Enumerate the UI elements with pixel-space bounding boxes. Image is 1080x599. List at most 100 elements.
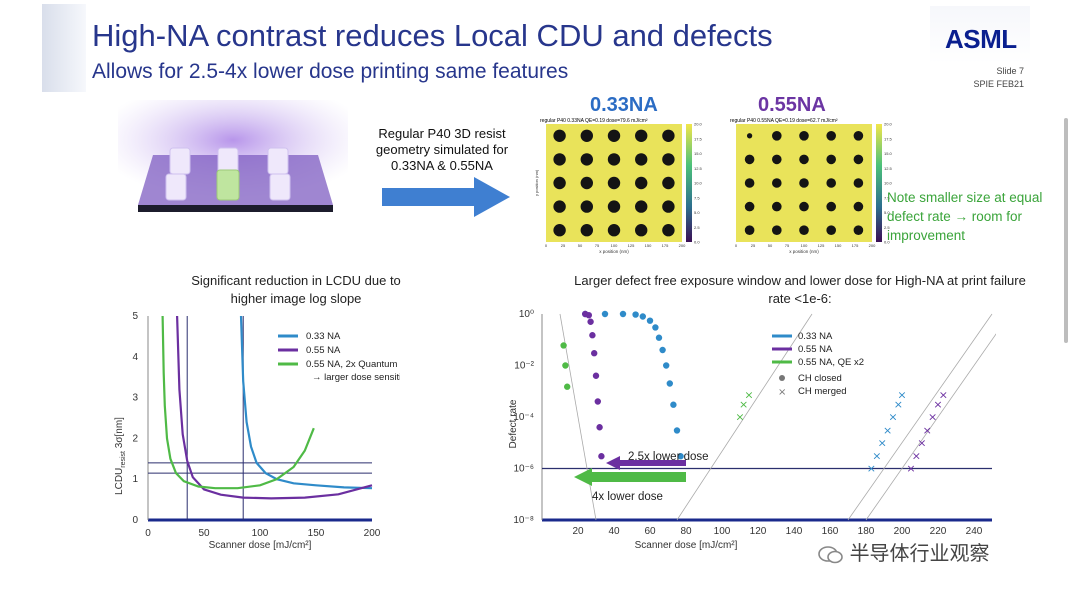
defect-point-closed	[666, 380, 673, 387]
contact-hole	[826, 154, 836, 165]
lcdu-x-tick: 200	[364, 528, 381, 539]
contact-hole	[607, 153, 621, 166]
legend-033: 0.33 NA	[798, 331, 833, 342]
heatmap-x-tick: 100	[801, 243, 808, 248]
defect-x-tick: 220	[930, 526, 947, 537]
defect-x-tick: 240	[966, 526, 983, 537]
defect-point-merged: ×	[939, 389, 948, 402]
contact-hole	[662, 200, 675, 213]
contact-hole	[853, 225, 864, 235]
guide-line	[559, 313, 597, 521]
defect-point-closed	[619, 310, 627, 318]
lcdu-y-tick: 5	[132, 311, 138, 322]
defect-point-merged: ×	[744, 389, 753, 402]
colorbar-tick: 20.0	[884, 122, 892, 127]
legend-055: 0.55 NA	[306, 345, 341, 356]
contact-hole	[746, 133, 753, 139]
defect-point-merged: ×	[928, 411, 937, 424]
heatmap-x-tick: 100	[611, 243, 618, 248]
heatmap-x-tick: 0	[545, 243, 548, 248]
contact-hole	[662, 176, 675, 190]
contact-hole	[580, 224, 593, 237]
lcdu-series-line	[239, 315, 373, 490]
defect-legend: 0.33 NA 0.55 NA 0.55 NA, QE x2 CH closed…	[772, 331, 864, 398]
colorbar-tick: 0.0	[694, 240, 700, 245]
contact-hole	[662, 224, 675, 237]
defect-point-closed	[601, 310, 609, 318]
lcdu-xlabel: Scanner dose [mJ/cm²]	[209, 540, 312, 551]
contact-hole	[826, 131, 836, 141]
defect-y-tick: 10⁻²	[514, 361, 534, 372]
defect-point-closed	[587, 318, 594, 325]
guide-line	[847, 313, 993, 521]
defect-point-merged: ×	[735, 411, 744, 424]
contact-hole	[744, 154, 755, 165]
heatmap-055-title: regular P40 0.55NA QE=0.19 dose=62.7 mJ/…	[730, 118, 838, 124]
defect-y-tick: 10⁻⁴	[513, 412, 534, 423]
colorbar-tick: 15.0	[884, 151, 892, 156]
colorbar-tick: 17.5	[884, 136, 892, 141]
defect-point-merged: ×	[917, 436, 926, 449]
defect-point-closed	[592, 372, 600, 379]
slide-decoration	[42, 4, 86, 92]
lcdu-x-tick: 150	[308, 528, 325, 539]
defect-point-merged: ×	[912, 450, 921, 463]
annotation-4x: 4x lower dose	[574, 468, 686, 503]
defect-point-merged: ×	[923, 424, 932, 437]
contact-hole	[635, 153, 648, 166]
defect-x-tick: 60	[644, 526, 656, 537]
contact-hole	[744, 225, 755, 235]
defect-point-closed	[562, 362, 569, 369]
defect-point-merged: ×	[906, 462, 915, 475]
heatmap-x-tick: 125	[628, 243, 635, 248]
heatmap-033-xlabel: x position (nm)	[599, 249, 629, 254]
contact-hole	[799, 131, 809, 141]
heatmap-x-tick: 200	[869, 243, 876, 248]
lcdu-chart: 0 50 100 150 200 0 1 2 3 4 5 LCDUresist 3σ[nm] Sca…	[114, 311, 400, 551]
lcdu-series-line	[176, 315, 373, 500]
contact-hole	[607, 200, 621, 213]
svg-text:×: ×	[778, 387, 786, 398]
scrollbar[interactable]	[1064, 118, 1068, 343]
contact-hole	[744, 178, 755, 188]
defect-point-merged: ×	[897, 389, 906, 402]
heatmap-x-tick: 0	[735, 243, 738, 248]
heatmap-x-tick: 25	[751, 243, 756, 248]
slide-title: High-NA contrast reduces Local CDU and d…	[92, 18, 773, 53]
resist-geometry-illustration	[118, 100, 348, 212]
defect-x-tick: 40	[608, 526, 620, 537]
colorbar-tick: 20.0	[694, 122, 702, 127]
lcdu-series-line	[161, 315, 315, 490]
contact-hole	[853, 201, 864, 212]
contact-hole	[662, 129, 675, 142]
contact-hole	[853, 154, 864, 165]
defect-point-merged: ×	[883, 424, 892, 437]
improvement-note: Note smaller size at equal defect rate →…	[887, 190, 1043, 243]
colorbar-tick: 2.5	[884, 225, 890, 230]
annotation-25x: 2.5x lower dose	[606, 451, 709, 470]
defect-chart-title: Larger defect free exposure window and l…	[574, 273, 1026, 306]
contact-hole	[607, 176, 621, 190]
defect-y-tick: 10⁰	[519, 309, 534, 320]
defect-point-closed	[585, 311, 592, 319]
heatmap-x-tick: 150	[835, 243, 842, 248]
heatmap-x-tick: 25	[561, 243, 566, 248]
defect-point-closed	[594, 398, 601, 405]
defect-x-tick: 160	[822, 526, 839, 537]
colorbar-tick: 7.5	[694, 195, 700, 200]
contact-hole	[553, 129, 566, 142]
contact-hole	[553, 200, 566, 213]
colorbar-tick: 0.0	[884, 240, 890, 245]
defect-ylabel: Defect rate	[508, 399, 519, 448]
defect-point-merged: ×	[878, 436, 887, 449]
contact-hole	[772, 201, 782, 212]
defect-point-closed	[663, 362, 670, 369]
heatmap-033-title: regular P40 0.33NA QE=0.19 dose=79.6 mJ/…	[540, 118, 648, 124]
contact-hole	[635, 224, 648, 237]
slide-event: SPIE FEB21	[973, 79, 1024, 89]
lcdu-ylabel: LCDUresist 3σ[nm]	[114, 417, 127, 495]
legend-033: 0.33 NA	[306, 331, 341, 342]
logo-panel	[930, 6, 1030, 64]
lcdu-x-tick: 50	[198, 528, 210, 539]
colorbar-tick: 10.0	[884, 181, 892, 186]
